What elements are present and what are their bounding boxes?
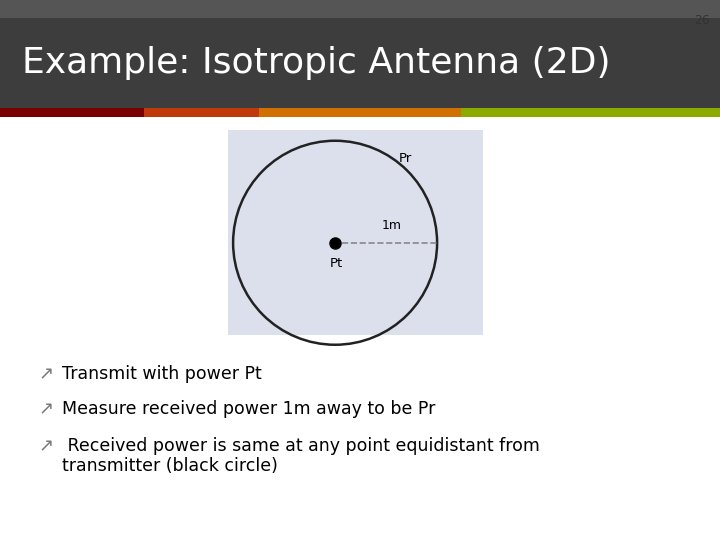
Text: Measure received power 1m away to be Pr: Measure received power 1m away to be Pr — [62, 400, 436, 418]
Text: 26: 26 — [694, 14, 710, 27]
Text: Received power is same at any point equidistant from: Received power is same at any point equi… — [62, 437, 540, 455]
Text: Pr: Pr — [398, 152, 412, 165]
FancyBboxPatch shape — [228, 130, 483, 335]
FancyBboxPatch shape — [0, 108, 144, 117]
FancyBboxPatch shape — [461, 108, 720, 117]
Text: 1m: 1m — [381, 219, 401, 232]
Text: Pt: Pt — [330, 256, 343, 270]
Text: Transmit with power Pt: Transmit with power Pt — [62, 365, 262, 383]
FancyBboxPatch shape — [259, 108, 461, 117]
Text: ↗: ↗ — [38, 365, 53, 383]
Text: transmitter (black circle): transmitter (black circle) — [62, 457, 278, 475]
Text: Example: Isotropic Antenna (2D): Example: Isotropic Antenna (2D) — [22, 46, 611, 80]
FancyBboxPatch shape — [0, 0, 720, 18]
FancyBboxPatch shape — [144, 108, 259, 117]
Text: ↗: ↗ — [38, 437, 53, 455]
Text: ↗: ↗ — [38, 400, 53, 418]
FancyBboxPatch shape — [0, 18, 720, 108]
